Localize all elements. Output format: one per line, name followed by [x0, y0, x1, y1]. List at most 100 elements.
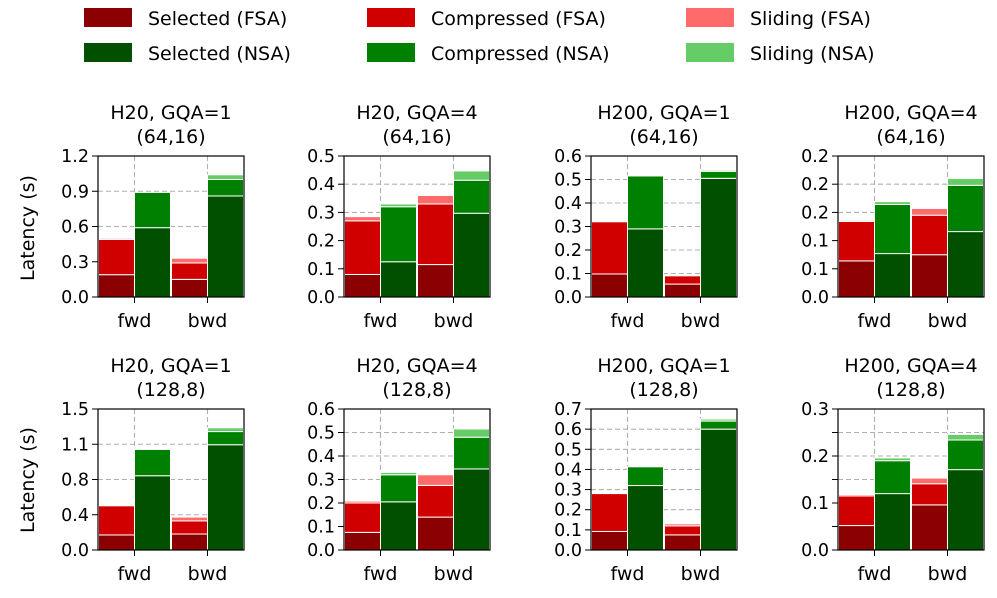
- y-tick-label: 0.4: [307, 447, 335, 467]
- panel-3: H200, GQA=1(64,16) 0.0 0.1 0.2 0.3 0.4 0.5 0.6 f…: [554, 102, 738, 332]
- bar-nsa-compressed-bwd: [453, 436, 490, 470]
- bar-nsa-sliding-bwd: [453, 428, 490, 438]
- panel-title: H200, GQA=4: [844, 355, 977, 377]
- y-tick-label: 0.5: [307, 147, 335, 167]
- bar-fsa-compressed-bwd: [911, 214, 948, 256]
- bar-fsa-compressed-fwd: [98, 238, 135, 276]
- y-tick-label: 0.3: [61, 253, 89, 273]
- bar-fsa-sliding-fwd: [98, 237, 135, 240]
- y-tick-label: 0.5: [554, 440, 582, 460]
- y-tick-label: 0.5: [307, 424, 335, 444]
- panel-title: (128,8): [876, 379, 945, 401]
- axes-frame: [837, 155, 985, 298]
- axes-frame: [97, 155, 245, 298]
- panel-title: H20, GQA=4: [356, 355, 477, 377]
- bar-nsa-selected-bwd: [700, 177, 737, 298]
- bar-nsa-selected-bwd: [700, 428, 737, 551]
- bar-nsa-selected-fwd: [627, 228, 664, 298]
- bar-nsa-sliding-bwd: [700, 169, 737, 172]
- y-tick-label: 0.4: [554, 194, 582, 214]
- bar-fsa-sliding-fwd: [344, 500, 381, 504]
- y-tick-label: 0.2: [801, 447, 829, 467]
- bar-fsa-compressed-bwd: [664, 525, 701, 536]
- bar-fsa-selected-fwd: [838, 525, 875, 551]
- bar-nsa-compressed-fwd: [380, 206, 417, 263]
- bar-nsa-selected-fwd: [874, 493, 911, 551]
- x-tick-label: bwd: [681, 310, 721, 332]
- bar-nsa-compressed-bwd: [947, 184, 984, 233]
- axes-frame: [590, 408, 738, 551]
- panel-title: H200, GQA=4: [844, 102, 977, 124]
- bar-nsa-selected-fwd: [627, 485, 664, 551]
- bar-nsa-compressed-fwd: [134, 448, 171, 477]
- bar-fsa-compressed-bwd: [417, 203, 454, 266]
- y-tick-label: 0.4: [554, 460, 582, 480]
- y-tick-label: 1.2: [61, 147, 89, 167]
- bar-nsa-selected-bwd: [207, 195, 244, 298]
- legend-label: Selected (NSA): [148, 43, 291, 65]
- bar-nsa-compressed-fwd: [380, 474, 417, 503]
- bar-nsa-selected-bwd: [947, 469, 984, 551]
- panel-title: H200, GQA=1: [597, 102, 730, 124]
- bar-nsa-sliding-fwd: [874, 201, 911, 206]
- panel-4: H200, GQA=4(64,16) 0.0 0.1 0.1 0.2 0.2 0.2 fwd b…: [801, 102, 985, 332]
- bar-fsa-sliding-fwd: [838, 494, 875, 497]
- panel-title: H20, GQA=1: [110, 355, 231, 377]
- bar-fsa-selected-fwd: [591, 530, 628, 551]
- bar-nsa-sliding-bwd: [207, 174, 244, 181]
- bar-fsa-selected-bwd: [417, 264, 454, 298]
- y-tick-label: 0.4: [61, 506, 89, 526]
- y-tick-label: 0.2: [307, 494, 335, 514]
- legend-label: Sliding (FSA): [750, 8, 871, 30]
- bar-fsa-compressed-bwd: [171, 520, 208, 535]
- x-tick-label: bwd: [434, 563, 474, 585]
- x-tick-label: fwd: [611, 310, 645, 332]
- bar-nsa-sliding-bwd: [207, 427, 244, 433]
- bar-fsa-compressed-fwd: [344, 502, 381, 533]
- bar-nsa-sliding-fwd: [874, 457, 911, 462]
- bar-fsa-sliding-bwd: [417, 474, 454, 486]
- bar-fsa-selected-bwd: [417, 516, 454, 551]
- bar-nsa-sliding-bwd: [700, 418, 737, 422]
- y-tick-label: 0.2: [554, 501, 582, 521]
- legend-swatch-selected-fsa: [84, 8, 132, 27]
- bar-nsa-compressed-bwd: [700, 170, 737, 179]
- bar-nsa-sliding-bwd: [947, 178, 984, 186]
- bar-nsa-selected-bwd: [947, 231, 984, 298]
- bar-nsa-compressed-bwd: [453, 179, 490, 214]
- x-tick-label: bwd: [681, 563, 721, 585]
- y-tick-label: 0.3: [554, 481, 582, 501]
- y-tick-label: 0.3: [554, 218, 582, 238]
- y-tick-label: 0.6: [61, 218, 89, 238]
- bar-nsa-selected-bwd: [207, 444, 244, 551]
- x-tick-label: fwd: [858, 563, 892, 585]
- bar-nsa-sliding-bwd: [453, 170, 490, 181]
- x-tick-label: fwd: [611, 563, 645, 585]
- legend-label: Selected (FSA): [148, 8, 287, 30]
- y-axis-label-top: Latency (s): [17, 175, 39, 281]
- y-tick-label: 0.1: [307, 518, 335, 538]
- bar-nsa-compressed-fwd: [627, 175, 664, 230]
- bar-fsa-compressed-fwd: [344, 220, 381, 275]
- axes-frame: [97, 408, 245, 551]
- bar-fsa-sliding-bwd: [911, 477, 948, 485]
- y-tick-label: 0.0: [307, 541, 335, 561]
- bar-nsa-compressed-fwd: [874, 460, 911, 495]
- bar-nsa-compressed-bwd: [207, 179, 244, 197]
- bar-nsa-selected-fwd: [874, 253, 911, 298]
- y-tick-label: 0.7: [554, 400, 582, 420]
- bar-fsa-sliding-fwd: [838, 219, 875, 222]
- panel-title: (128,8): [629, 379, 698, 401]
- x-tick-label: bwd: [434, 310, 474, 332]
- bar-fsa-sliding-bwd: [171, 516, 208, 522]
- bar-fsa-selected-bwd: [171, 533, 208, 551]
- y-tick-label: 0.1: [801, 232, 829, 252]
- y-tick-label: 0.0: [61, 288, 89, 308]
- bar-fsa-compressed-fwd: [98, 505, 135, 536]
- x-tick-label: fwd: [118, 310, 152, 332]
- panel-title: (64,16): [382, 126, 451, 148]
- panel-2: H20, GQA=4(64,16) 0.0 0.1 0.2 0.3 0.4 0.5 fwd bw…: [307, 102, 491, 332]
- panel-title: H20, GQA=1: [110, 102, 231, 124]
- legend-swatch-sliding-nsa: [686, 43, 734, 62]
